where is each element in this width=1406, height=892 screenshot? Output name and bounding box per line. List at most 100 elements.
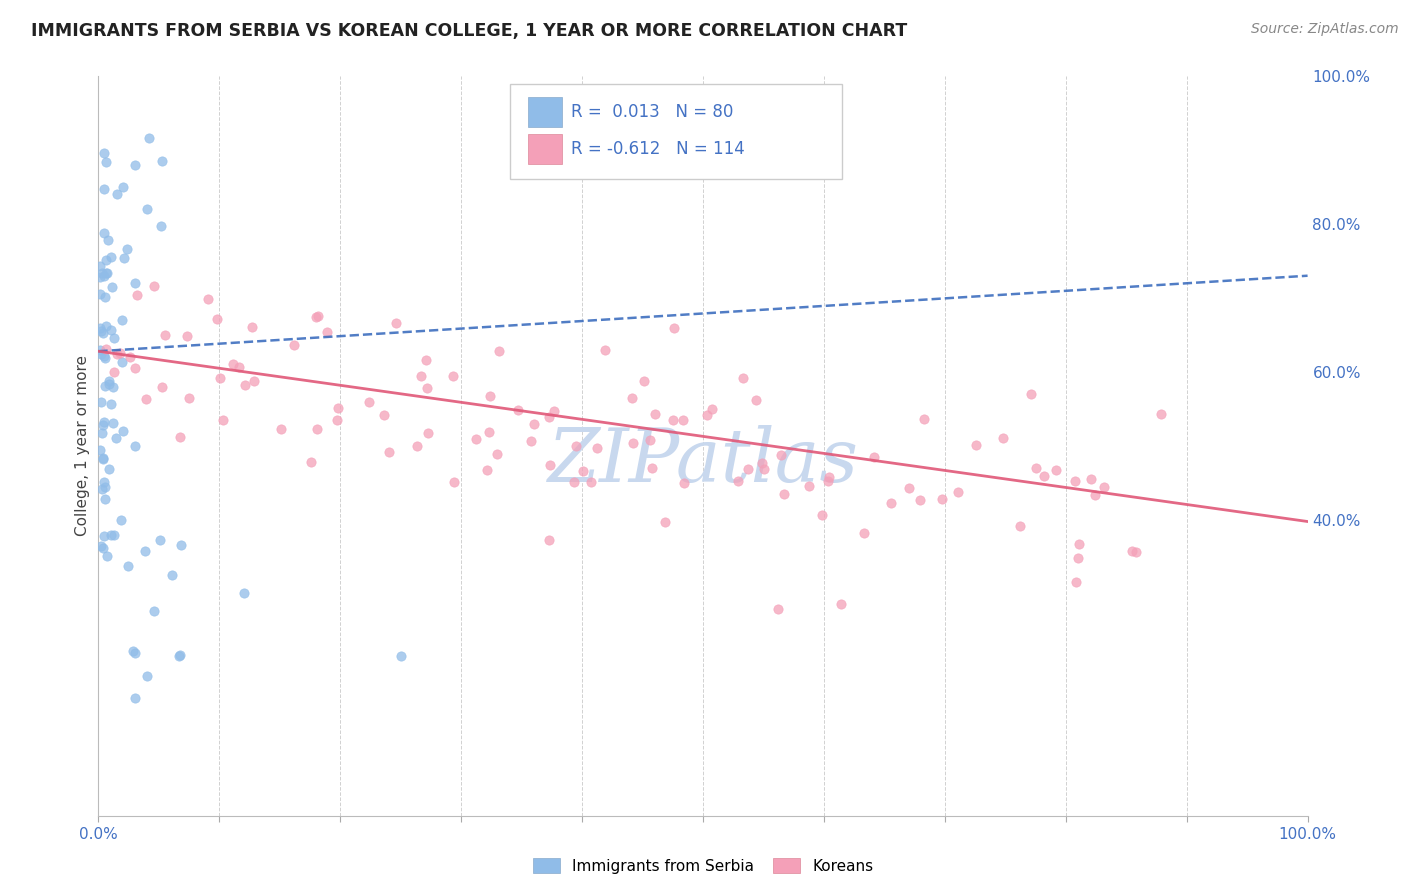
Point xyxy=(443,475,465,489)
Point xyxy=(150,219,173,234)
Point xyxy=(93,146,115,161)
Point xyxy=(880,495,903,509)
Point xyxy=(233,378,256,392)
Point xyxy=(478,389,501,403)
Text: R =  0.013   N = 80: R = 0.013 N = 80 xyxy=(571,103,734,121)
Point xyxy=(538,458,561,472)
Point xyxy=(373,408,395,422)
Point xyxy=(478,425,501,439)
Point xyxy=(1019,386,1042,401)
Point xyxy=(744,393,766,408)
Point xyxy=(1064,575,1087,590)
Point xyxy=(751,456,773,470)
Text: R = -0.612   N = 114: R = -0.612 N = 114 xyxy=(571,140,745,158)
Point xyxy=(101,280,124,294)
Point xyxy=(305,310,328,325)
Point xyxy=(931,492,953,507)
Point xyxy=(830,597,852,611)
Point xyxy=(100,323,122,337)
Point xyxy=(105,186,128,201)
Point xyxy=(1032,469,1054,483)
Point xyxy=(94,351,117,365)
Point xyxy=(737,461,759,475)
Point xyxy=(797,479,820,493)
Point xyxy=(465,433,488,447)
Point xyxy=(111,355,134,369)
Point xyxy=(326,401,349,416)
Point xyxy=(124,690,146,705)
Point xyxy=(406,439,429,453)
Point xyxy=(135,668,157,682)
Point xyxy=(150,380,173,394)
Point xyxy=(96,342,118,356)
Point xyxy=(169,538,191,552)
Point xyxy=(638,433,661,447)
Point xyxy=(488,343,510,358)
Point xyxy=(633,374,655,388)
Point xyxy=(731,371,754,385)
Point xyxy=(135,392,157,406)
Point xyxy=(1010,519,1032,533)
Text: ZIPatlas: ZIPatlas xyxy=(547,425,859,497)
Point xyxy=(90,482,112,496)
Point xyxy=(93,290,115,304)
Point xyxy=(111,313,134,327)
Point xyxy=(696,408,718,422)
Point xyxy=(101,417,124,431)
Point xyxy=(93,350,115,364)
Point xyxy=(1080,473,1102,487)
Point xyxy=(134,544,156,558)
Point xyxy=(90,347,112,361)
Legend: Immigrants from Serbia, Koreans: Immigrants from Serbia, Koreans xyxy=(526,852,880,880)
Point xyxy=(415,353,437,368)
Point xyxy=(112,251,135,265)
Point xyxy=(486,447,509,461)
Point xyxy=(94,266,117,280)
Point xyxy=(153,328,176,343)
Point xyxy=(863,450,886,464)
Point xyxy=(124,646,146,660)
Point xyxy=(105,432,128,446)
Point xyxy=(117,242,139,256)
Point xyxy=(124,439,146,453)
Point xyxy=(283,338,305,352)
Y-axis label: College, 1 year or more: College, 1 year or more xyxy=(75,356,90,536)
Point xyxy=(1121,544,1143,558)
Point xyxy=(93,415,115,429)
Point xyxy=(766,602,789,616)
Point xyxy=(97,233,120,247)
Point xyxy=(89,321,111,335)
Point xyxy=(506,403,529,417)
Point xyxy=(207,312,229,326)
Point xyxy=(910,492,932,507)
Point xyxy=(1066,550,1088,565)
Point xyxy=(898,481,921,495)
Point xyxy=(1025,461,1047,475)
Point xyxy=(1150,407,1173,421)
Point xyxy=(538,533,561,547)
Point xyxy=(93,226,115,240)
Point xyxy=(654,515,676,529)
Point xyxy=(103,331,125,345)
Point xyxy=(475,463,498,477)
Point xyxy=(98,374,121,388)
Point xyxy=(149,533,172,548)
Point xyxy=(94,491,117,506)
Point xyxy=(90,395,112,409)
Point xyxy=(91,426,114,441)
Point xyxy=(89,270,111,285)
Point xyxy=(103,366,125,380)
Point xyxy=(93,480,115,494)
Point xyxy=(228,359,250,374)
Point xyxy=(96,266,118,280)
Point xyxy=(94,252,117,267)
Point xyxy=(110,346,132,360)
Point xyxy=(90,266,112,280)
Point xyxy=(90,324,112,338)
Point xyxy=(671,413,693,427)
Point xyxy=(817,470,839,484)
Point xyxy=(752,462,775,476)
Point xyxy=(122,644,145,658)
Point xyxy=(595,343,617,358)
Point xyxy=(811,508,834,522)
